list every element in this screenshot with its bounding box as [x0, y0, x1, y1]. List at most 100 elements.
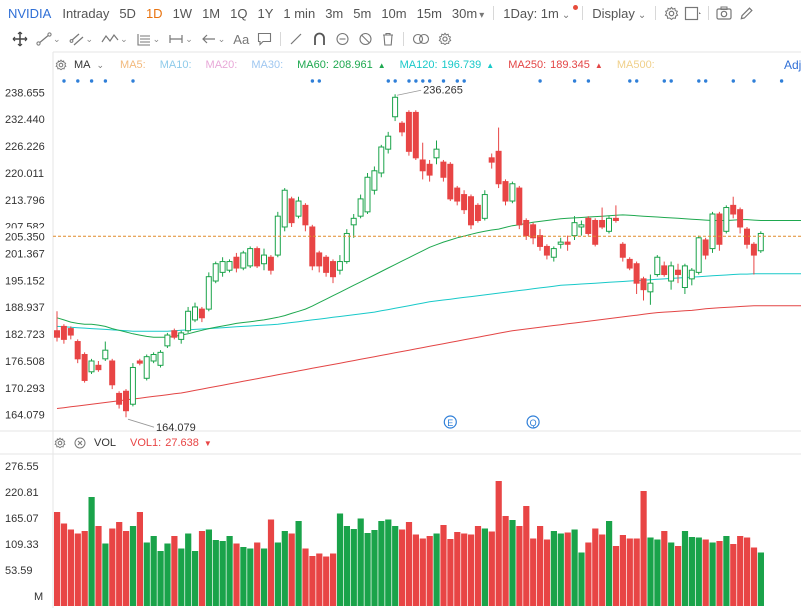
ma-item-ma10[interactable]: MA10: — [160, 59, 192, 71]
candle-body — [267, 256, 274, 271]
candle — [81, 352, 88, 383]
volume-bar — [681, 531, 689, 606]
ma-item-ma120[interactable]: MA120: 196.739 ▲ — [400, 59, 495, 71]
signal-dot — [89, 79, 94, 83]
arrow-tool-icon[interactable]: ⌄ — [197, 28, 230, 50]
timeframe-5m[interactable]: 5m — [353, 5, 372, 21]
volume-bar — [399, 529, 406, 606]
candle-body — [123, 390, 129, 412]
settings-icon[interactable] — [54, 58, 68, 72]
timeframe-5d[interactable]: 5D — [119, 5, 136, 21]
candle — [488, 153, 495, 169]
text-tool-icon[interactable]: Aa — [233, 31, 250, 47]
candle-body — [385, 135, 392, 150]
trash-icon[interactable] — [377, 28, 399, 50]
ma-item-ma5[interactable]: MA5: — [120, 59, 146, 71]
symbol-name[interactable]: NVIDIA — [8, 5, 52, 21]
ruler-icon[interactable] — [285, 28, 308, 50]
ma-item-ma60[interactable]: MA60: 208.961 ▲ — [297, 59, 385, 71]
ma-item-ma500[interactable]: MA500: — [617, 59, 655, 71]
volume-bar — [357, 518, 364, 606]
volume-bar — [481, 528, 488, 606]
timeframe-1m[interactable]: 1M — [202, 5, 221, 21]
candle-body — [102, 349, 109, 360]
note-tool-icon[interactable] — [253, 28, 276, 50]
trend-up-icon: ▲ — [377, 61, 386, 70]
candle-body — [681, 265, 688, 289]
ma-item-ma250[interactable]: MA250: 189.345 ▲ — [508, 59, 603, 71]
fibonacci-tool-icon[interactable]: ⌄ — [132, 28, 165, 50]
volume-bar — [185, 533, 192, 606]
settings-icon[interactable] — [54, 437, 66, 449]
signal-dot — [635, 79, 639, 83]
timeframe-30m[interactable]: 30m — [447, 6, 489, 21]
camera-icon[interactable] — [713, 2, 735, 24]
timeframe-1w[interactable]: 1W — [172, 5, 193, 21]
timeframe-1-min[interactable]: 1 min — [283, 5, 316, 21]
volume-bar — [468, 534, 475, 606]
display-dropdown[interactable]: Display ⌄ — [587, 6, 651, 21]
timeframe-15m[interactable]: 15m — [416, 5, 442, 21]
timeframe-10m[interactable]: 10m — [381, 5, 407, 21]
hide-icon[interactable] — [354, 28, 377, 50]
lock-icon[interactable] — [331, 28, 354, 50]
crosshair-icon[interactable] — [8, 28, 32, 50]
candle-body — [295, 200, 302, 217]
timeframe-1d[interactable]: 1D — [145, 5, 163, 21]
ma-name: MA30: — [251, 59, 284, 71]
candle — [744, 226, 750, 249]
line-tool-icon[interactable]: ⌄ — [32, 28, 65, 50]
chevron-down-icon[interactable]: ⌄ — [96, 59, 105, 70]
volume-bar — [309, 556, 316, 606]
settings-icon[interactable] — [434, 28, 456, 50]
volume-bar — [129, 526, 137, 606]
candle — [185, 306, 192, 333]
candle-body — [523, 219, 530, 237]
adj-label[interactable]: Adj — [784, 58, 801, 72]
candle — [405, 110, 412, 156]
checkbox-icon[interactable] — [682, 2, 704, 24]
pencil-icon[interactable] — [735, 2, 757, 24]
candle-body — [474, 204, 481, 221]
timeframe-1y[interactable]: 1Y — [257, 5, 274, 21]
ma-name: MA250: — [508, 59, 547, 71]
toggle-icon[interactable] — [408, 28, 434, 50]
ma-item-ma30[interactable]: MA30: — [251, 59, 283, 71]
event-marker[interactable]: Q — [526, 415, 540, 429]
candle-body — [502, 181, 509, 202]
close-icon[interactable] — [74, 437, 86, 449]
candle-body — [95, 364, 102, 371]
volume-bar — [267, 519, 275, 606]
volume-bar — [288, 533, 295, 606]
interval-dropdown[interactable]: 1Day: 1m ⌄ — [498, 6, 575, 21]
candle — [364, 172, 371, 215]
volume-bar — [606, 521, 613, 606]
ma-indicator-label[interactable]: MA — [74, 59, 91, 71]
candle — [516, 185, 523, 230]
price-tick-label: 188.937 — [5, 302, 45, 314]
timeframe-1q[interactable]: 1Q — [230, 5, 248, 21]
volume-bar — [557, 533, 564, 606]
timeframe-intraday[interactable]: Intraday — [62, 5, 110, 21]
event-marker[interactable]: E — [443, 415, 457, 429]
wave-tool-icon[interactable]: ⌄ — [97, 28, 132, 50]
candle — [750, 242, 757, 275]
measure-tool-icon[interactable]: ⌄ — [164, 28, 197, 50]
volume-tick-label: 276.55 — [5, 461, 39, 473]
signal-dot — [414, 79, 418, 83]
timeframe-3m[interactable]: 3m — [325, 5, 344, 21]
low-annotation-line — [127, 418, 155, 428]
ma-value: 208.961 — [332, 59, 373, 71]
channel-tool-icon[interactable]: ⌄ — [65, 28, 98, 50]
volume-bar — [164, 543, 171, 606]
candle — [668, 261, 675, 290]
volume-bar — [295, 521, 302, 606]
settings-icon[interactable] — [660, 2, 682, 24]
magnet-icon[interactable] — [308, 28, 331, 50]
ma-item-ma20[interactable]: MA20: — [206, 59, 238, 71]
candle-body — [419, 159, 426, 172]
candle-body — [495, 150, 502, 185]
signal-dot — [317, 79, 321, 83]
